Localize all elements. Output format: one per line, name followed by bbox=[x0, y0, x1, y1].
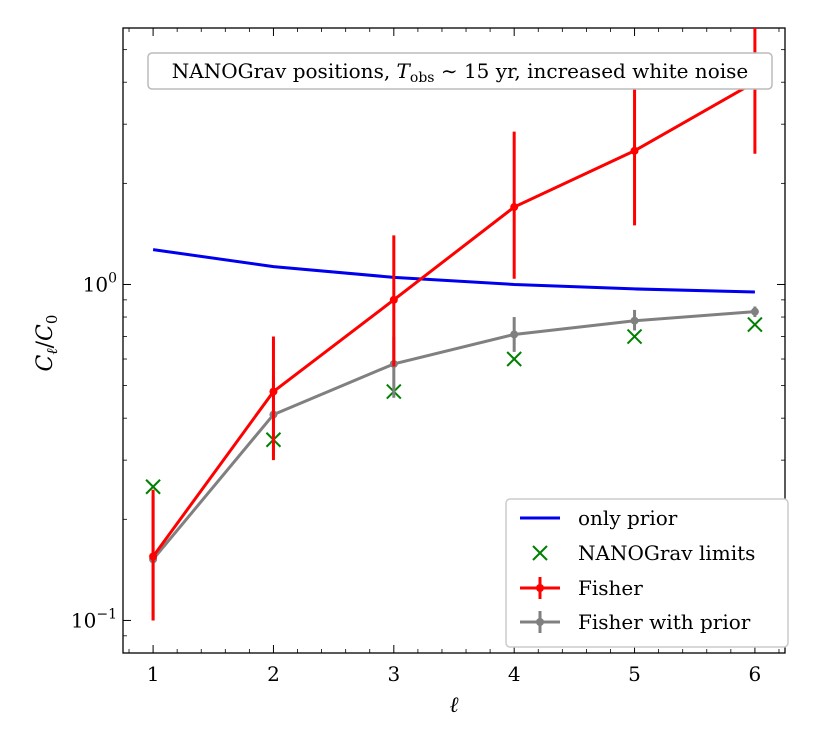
point-fisher-with-prior bbox=[510, 330, 519, 339]
x-tick-label: 6 bbox=[749, 662, 762, 686]
x-marker-stroke bbox=[145, 479, 161, 495]
legend-item-fisher: Fisher bbox=[520, 576, 643, 600]
title-box-frame bbox=[147, 52, 773, 90]
line-fisher-with-prior bbox=[151, 310, 756, 561]
x-marker-stroke bbox=[747, 316, 763, 333]
chart-title: NANOGrav positions, Tobs ∼ 15 yr, increa… bbox=[172, 59, 748, 86]
plot-frame bbox=[122, 27, 786, 654]
title-box: NANOGrav positions, Tobs ∼ 15 yr, increa… bbox=[147, 52, 773, 90]
point-nanograv-limits bbox=[626, 328, 643, 345]
legend-swatch-x bbox=[532, 545, 548, 561]
y-tick-labels: 100 10−1 bbox=[71, 270, 117, 632]
x-tick-label: 1 bbox=[147, 662, 160, 686]
series-only-prior bbox=[152, 248, 755, 294]
legend-frame bbox=[505, 498, 789, 648]
legend-swatch-marker bbox=[536, 618, 544, 626]
point-fisher-with-prior bbox=[630, 316, 639, 325]
x-marker-stroke bbox=[506, 351, 522, 367]
point-fisher bbox=[389, 295, 398, 304]
point-fisher bbox=[269, 387, 278, 396]
legend-label: Fisher with prior bbox=[578, 610, 751, 634]
point-nanograv-limits bbox=[145, 479, 161, 495]
series-layer bbox=[145, 28, 763, 621]
y-axis-label: Cℓ/C0 bbox=[33, 315, 61, 372]
series-fisher bbox=[149, 28, 759, 621]
x-tick-label: 4 bbox=[508, 662, 521, 686]
line-fisher bbox=[151, 80, 756, 558]
legend-label: NANOGrav limits bbox=[578, 541, 755, 565]
point-nanograv-limits bbox=[747, 316, 763, 333]
x-marker-stroke bbox=[626, 328, 643, 345]
legend: only prior NANOGrav limits Fisher Fisher wi… bbox=[505, 498, 789, 648]
point-fisher bbox=[149, 552, 158, 561]
legend-item-nanograv-limits: NANOGrav limits bbox=[532, 541, 755, 565]
x-tick-labels: 1 2 3 4 5 6 bbox=[147, 662, 762, 686]
point-fisher bbox=[510, 203, 519, 212]
legend-item-fisher-with-prior: Fisher with prior bbox=[520, 610, 751, 634]
point-nanograv-limits bbox=[506, 351, 522, 367]
series-nanograv-limits bbox=[145, 316, 763, 495]
legend-label: Fisher bbox=[578, 576, 643, 600]
x-tick-label: 3 bbox=[387, 662, 400, 686]
x-tick-label: 2 bbox=[267, 662, 280, 686]
legend-swatch-marker bbox=[536, 584, 544, 592]
y-tick-label: 100 bbox=[83, 270, 117, 296]
legend-label: only prior bbox=[578, 506, 678, 530]
point-fisher-with-prior bbox=[750, 307, 759, 316]
legend-item-only-prior: only prior bbox=[520, 506, 678, 530]
x-tick-label: 5 bbox=[628, 662, 641, 686]
line-only-prior bbox=[152, 248, 755, 294]
x-axis-label: ℓ bbox=[449, 693, 459, 718]
point-fisher bbox=[630, 146, 639, 155]
y-tick-label: 10−1 bbox=[71, 606, 117, 632]
